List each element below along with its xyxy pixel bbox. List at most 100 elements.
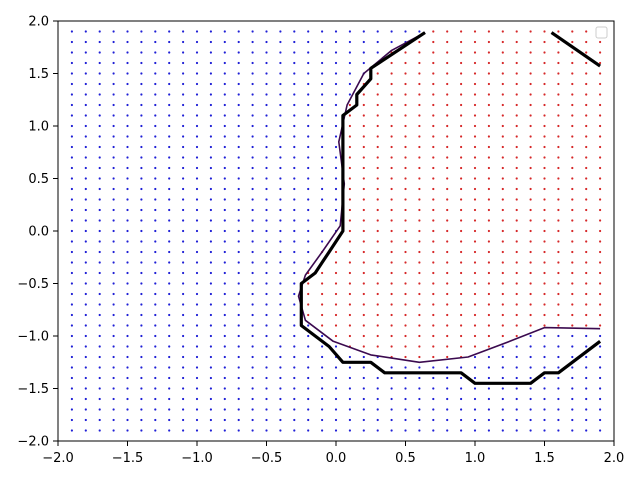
data-point-outside bbox=[140, 397, 143, 401]
data-point-inside bbox=[571, 250, 574, 254]
data-point-outside bbox=[446, 366, 449, 369]
data-point-outside bbox=[98, 187, 101, 191]
data-point-outside bbox=[307, 366, 310, 369]
data-point-outside bbox=[182, 345, 185, 348]
data-point-outside bbox=[487, 355, 490, 359]
data-point-outside bbox=[501, 397, 504, 401]
data-point-outside bbox=[223, 145, 226, 149]
data-point-outside bbox=[112, 397, 115, 401]
data-point-outside bbox=[84, 292, 87, 296]
data-point-outside bbox=[279, 408, 282, 411]
data-point-outside bbox=[112, 250, 115, 254]
data-point-outside bbox=[140, 208, 143, 212]
data-point-inside bbox=[418, 229, 421, 233]
data-point-outside bbox=[126, 187, 129, 191]
data-point-inside bbox=[557, 156, 560, 159]
data-point-outside bbox=[585, 376, 588, 380]
data-point-outside bbox=[307, 324, 310, 327]
data-point-inside bbox=[446, 72, 449, 75]
data-point-outside bbox=[126, 397, 129, 401]
data-point-outside bbox=[529, 355, 532, 359]
data-point-inside bbox=[432, 271, 435, 275]
data-point-outside bbox=[237, 366, 240, 369]
data-point-outside bbox=[307, 51, 310, 54]
data-point-inside bbox=[473, 313, 477, 317]
data-point-outside bbox=[293, 313, 296, 317]
data-point-outside bbox=[195, 324, 199, 327]
data-point-inside bbox=[432, 324, 435, 327]
data-point-outside bbox=[446, 418, 449, 422]
data-point-inside bbox=[487, 282, 490, 285]
data-point-inside bbox=[515, 156, 518, 159]
data-point-inside bbox=[460, 271, 463, 275]
data-point-outside bbox=[98, 208, 101, 212]
data-point-inside bbox=[599, 103, 602, 107]
data-point-outside bbox=[112, 387, 115, 390]
data-point-outside bbox=[251, 51, 254, 54]
data-point-inside bbox=[543, 229, 546, 233]
data-point-outside bbox=[223, 324, 226, 327]
data-point-outside bbox=[84, 261, 87, 264]
data-point-inside bbox=[418, 166, 421, 170]
data-point-outside bbox=[126, 135, 129, 138]
data-point-outside bbox=[154, 355, 157, 359]
data-point-outside bbox=[84, 114, 87, 117]
data-point-outside bbox=[321, 135, 324, 138]
data-point-outside bbox=[293, 397, 296, 401]
data-point-outside bbox=[84, 397, 87, 401]
data-point-inside bbox=[418, 282, 421, 285]
data-point-outside bbox=[390, 376, 393, 380]
data-point-inside bbox=[473, 303, 477, 306]
data-point-outside bbox=[557, 418, 560, 422]
data-point-outside bbox=[154, 345, 157, 348]
data-point-inside bbox=[599, 250, 602, 254]
data-point-outside bbox=[126, 334, 129, 338]
data-point-outside bbox=[98, 355, 101, 359]
data-point-outside bbox=[182, 93, 185, 96]
data-point-outside bbox=[126, 51, 129, 54]
data-point-outside bbox=[209, 145, 212, 149]
data-point-inside bbox=[599, 51, 602, 54]
data-point-inside bbox=[376, 103, 379, 107]
data-point-inside bbox=[473, 334, 477, 338]
data-point-inside bbox=[557, 51, 560, 54]
data-point-inside bbox=[557, 30, 560, 33]
data-point-outside bbox=[418, 366, 421, 369]
data-point-outside bbox=[209, 271, 212, 275]
data-point-inside bbox=[418, 177, 421, 180]
data-point-inside bbox=[487, 30, 490, 33]
data-point-inside bbox=[334, 292, 338, 296]
data-point-inside bbox=[404, 135, 407, 138]
data-point-inside bbox=[432, 187, 435, 191]
data-point-inside bbox=[446, 229, 449, 233]
data-point-inside bbox=[432, 51, 435, 54]
data-point-inside bbox=[432, 177, 435, 180]
data-point-inside bbox=[557, 72, 560, 75]
data-point-outside bbox=[251, 250, 254, 254]
data-point-outside bbox=[404, 387, 407, 390]
data-point-outside bbox=[140, 72, 143, 75]
data-point-inside bbox=[571, 124, 574, 128]
data-point-inside bbox=[418, 72, 421, 75]
data-point-outside bbox=[126, 82, 129, 86]
data-point-outside bbox=[473, 429, 477, 432]
data-point-outside bbox=[168, 271, 171, 275]
data-point-outside bbox=[293, 219, 296, 222]
data-point-outside bbox=[126, 366, 129, 369]
data-point-inside bbox=[348, 135, 351, 138]
data-point-inside bbox=[418, 355, 421, 359]
data-point-outside bbox=[112, 418, 115, 422]
data-point-outside bbox=[279, 282, 282, 285]
data-point-inside bbox=[460, 303, 463, 306]
data-point-inside bbox=[473, 72, 477, 75]
data-point-outside bbox=[265, 61, 268, 65]
data-point-outside bbox=[126, 198, 129, 201]
data-point-outside bbox=[237, 103, 240, 107]
data-point-outside bbox=[418, 397, 421, 401]
data-point-outside bbox=[334, 135, 338, 138]
data-point-outside bbox=[140, 229, 143, 233]
data-point-outside bbox=[84, 145, 87, 149]
data-point-outside bbox=[265, 51, 268, 54]
data-point-outside bbox=[209, 198, 212, 201]
data-point-inside bbox=[418, 93, 421, 96]
